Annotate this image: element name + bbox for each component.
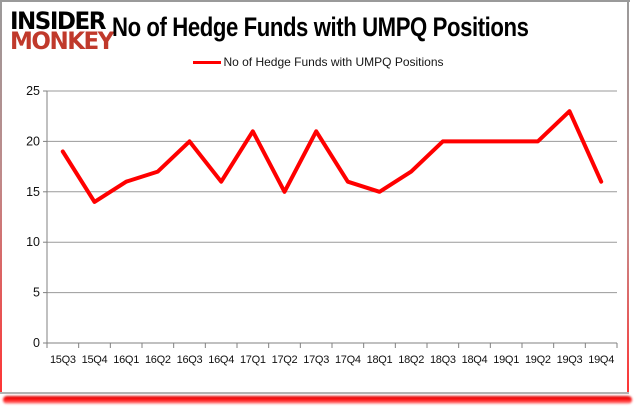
x-tick-label: 16Q3 <box>177 354 203 366</box>
card-border-left <box>0 0 2 394</box>
x-tick-label: 17Q1 <box>240 354 266 366</box>
card-border-top <box>0 0 630 2</box>
x-tick-label: 17Q3 <box>303 354 329 366</box>
x-tick-label: 18Q2 <box>398 354 424 366</box>
chart-title: No of Hedge Funds with UMPQ Positions <box>112 12 529 42</box>
x-tick-label: 16Q1 <box>113 354 139 366</box>
x-tick-label: 15Q3 <box>50 354 76 366</box>
x-tick-label: 19Q3 <box>557 354 583 366</box>
red-glow-bar <box>3 396 632 404</box>
x-tick-label: 16Q2 <box>145 354 171 366</box>
y-tick-label: 10 <box>26 235 40 249</box>
logo-insider-text: INSIDER <box>10 7 106 36</box>
y-tick-label: 25 <box>26 84 40 98</box>
logo-monkey-text: MONKEY <box>10 27 114 56</box>
card-border-bottom <box>0 392 629 394</box>
chart-legend: No of Hedge Funds with UMPQ Positions <box>0 55 637 69</box>
legend-label: No of Hedge Funds with UMPQ Positions <box>223 55 444 69</box>
x-tick-label: 18Q4 <box>462 354 488 366</box>
x-tick-label: 18Q3 <box>430 354 456 366</box>
series-line <box>60 109 604 204</box>
x-tick-label: 16Q4 <box>208 354 234 366</box>
x-tick-label: 18Q1 <box>367 354 393 366</box>
y-tick-label: 15 <box>26 185 40 199</box>
insider-monkey-logo: INSIDER MONKEY <box>10 7 114 56</box>
y-tick-label: 20 <box>26 134 40 148</box>
x-tick-label: 17Q4 <box>335 354 361 366</box>
x-tick-label: 19Q4 <box>588 354 614 366</box>
x-tick-label: 17Q2 <box>272 354 298 366</box>
y-tick-label: 0 <box>33 336 40 350</box>
x-tick-label: 19Q1 <box>493 354 519 366</box>
card-border-right <box>627 0 629 394</box>
legend-line-swatch <box>193 60 222 64</box>
x-tick-label: 15Q4 <box>82 354 108 366</box>
x-tick-label: 19Q2 <box>525 354 551 366</box>
y-tick-label: 5 <box>33 286 40 300</box>
